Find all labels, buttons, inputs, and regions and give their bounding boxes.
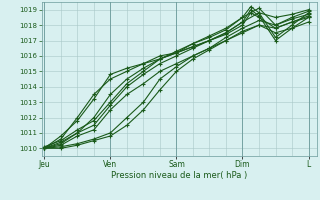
X-axis label: Pression niveau de la mer( hPa ): Pression niveau de la mer( hPa ) (111, 171, 247, 180)
